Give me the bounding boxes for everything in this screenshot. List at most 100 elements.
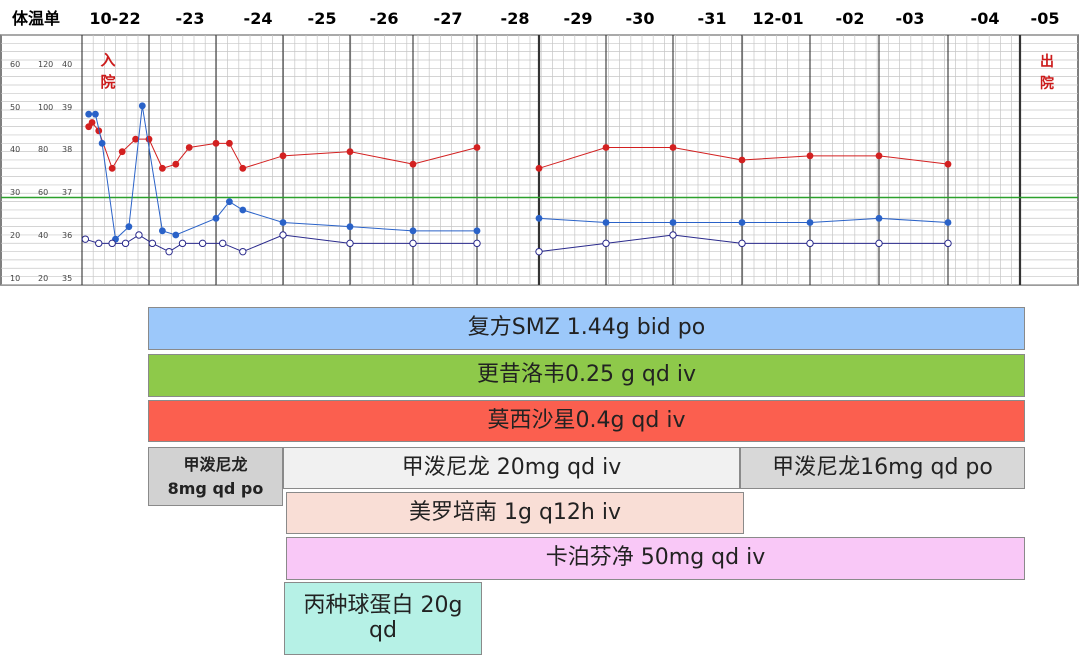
data-point	[473, 239, 481, 248]
date-label: -26	[370, 9, 399, 28]
data-point	[92, 110, 99, 118]
data-point	[159, 164, 166, 172]
methylprednisolone-initial-bar: 甲泼尼龙 8mg qd po	[148, 447, 283, 506]
y-tick-label: 40	[62, 60, 72, 69]
discharge-annotation: 出	[1040, 53, 1054, 70]
data-point	[535, 164, 543, 172]
y-tick-label: 40	[10, 145, 20, 154]
data-point	[738, 219, 746, 226]
y-tick-label: 36	[62, 231, 72, 240]
series-2	[81, 231, 952, 256]
y-tick-label: 39	[62, 103, 72, 112]
date-label: -03	[896, 9, 925, 28]
data-point	[85, 110, 93, 118]
data-point	[738, 156, 746, 164]
data-point	[108, 164, 116, 172]
y-tick-label: 10	[10, 274, 20, 283]
data-point	[279, 219, 287, 226]
data-point	[226, 139, 233, 147]
data-point	[346, 223, 354, 231]
data-point	[738, 239, 746, 248]
data-point	[212, 214, 220, 222]
chart-header: 体温单 10-22 -23 -24 -25 -26 -27 -28 -29 -30 -31 12-01…	[12, 9, 1059, 28]
data-point	[279, 231, 287, 239]
y-tick-label: 20	[10, 231, 20, 240]
data-point	[806, 152, 814, 160]
data-point	[178, 239, 187, 248]
data-point	[172, 160, 180, 168]
date-label: -24	[244, 9, 273, 28]
chart-title: 体温单	[12, 9, 60, 28]
data-point	[409, 160, 417, 168]
date-label: -29	[564, 9, 593, 28]
date-label: -25	[308, 9, 337, 28]
data-point	[165, 247, 173, 256]
date-label: 12-01	[752, 9, 803, 28]
date-label: -27	[434, 9, 463, 28]
methylprednisolone-po-bar: 甲泼尼龙16mg qd po	[740, 447, 1025, 489]
data-point	[198, 239, 207, 248]
data-point	[346, 148, 354, 156]
data-point	[212, 139, 220, 147]
series-layer	[81, 102, 952, 256]
data-point	[108, 239, 116, 248]
ganciclovir-bar: 更昔洛韦0.25 g qd iv	[148, 354, 1025, 397]
data-point	[132, 135, 140, 143]
data-point	[346, 239, 354, 248]
data-point	[806, 219, 814, 226]
smz-bar: 复方SMZ 1.44g bid po	[148, 307, 1025, 350]
date-label: -31	[698, 9, 727, 28]
data-point	[409, 239, 417, 248]
data-point	[409, 227, 417, 235]
moxifloxacin-bar: 莫西沙星0.4g qd iv	[148, 400, 1025, 442]
data-point	[602, 219, 610, 226]
y-tick-label: 30	[10, 188, 20, 197]
date-label: -04	[971, 9, 1000, 28]
series-1	[85, 102, 952, 243]
date-label: -02	[836, 9, 865, 28]
data-point	[944, 219, 952, 226]
data-point	[118, 148, 126, 156]
ivig-bar: 丙种球蛋白 20g qd	[284, 582, 482, 655]
data-point	[602, 239, 610, 248]
data-point	[159, 227, 166, 235]
data-point	[669, 144, 677, 151]
data-point	[81, 235, 90, 243]
data-point	[602, 144, 610, 151]
y-tick-label: 37	[62, 188, 72, 197]
data-point	[219, 239, 227, 248]
temperature-chart: 体温单 10-22 -23 -24 -25 -26 -27 -28 -29 -30 -31 12-01…	[0, 9, 1079, 286]
date-label: -23	[176, 9, 205, 28]
data-point	[226, 198, 233, 206]
data-point	[185, 144, 193, 151]
date-label: -05	[1031, 9, 1060, 28]
data-point	[473, 227, 481, 235]
data-point	[145, 135, 153, 143]
y-axis-ticks: 60 120 40 50 100 39 40 80 38 30 60 37 20 40 36 10 20 35	[10, 60, 72, 283]
y-tick-label: 80	[38, 145, 48, 154]
y-tick-label: 60	[10, 60, 20, 69]
caspofungin-bar: 卡泊芬净 50mg qd iv	[286, 537, 1025, 580]
date-label: 10-22	[89, 9, 140, 28]
admission-annotation: 入	[100, 51, 115, 69]
data-point	[88, 119, 96, 126]
data-point	[138, 102, 146, 110]
data-point	[279, 152, 287, 160]
discharge-annotation: 院	[1040, 75, 1054, 92]
data-point	[239, 247, 247, 256]
data-point	[95, 239, 103, 248]
y-tick-label: 38	[62, 145, 72, 154]
y-tick-label: 50	[10, 103, 20, 112]
y-tick-label: 35	[62, 274, 72, 283]
data-point	[944, 239, 952, 248]
data-point	[172, 231, 180, 239]
data-point	[535, 214, 543, 222]
data-point	[875, 239, 883, 248]
data-point	[875, 152, 883, 160]
data-point	[98, 139, 106, 147]
data-point	[535, 247, 543, 256]
y-tick-label: 100	[38, 103, 53, 112]
meropenem-bar: 美罗培南 1g q12h iv	[286, 492, 744, 534]
methylprednisolone-iv-bar: 甲泼尼龙 20mg qd iv	[283, 447, 740, 489]
